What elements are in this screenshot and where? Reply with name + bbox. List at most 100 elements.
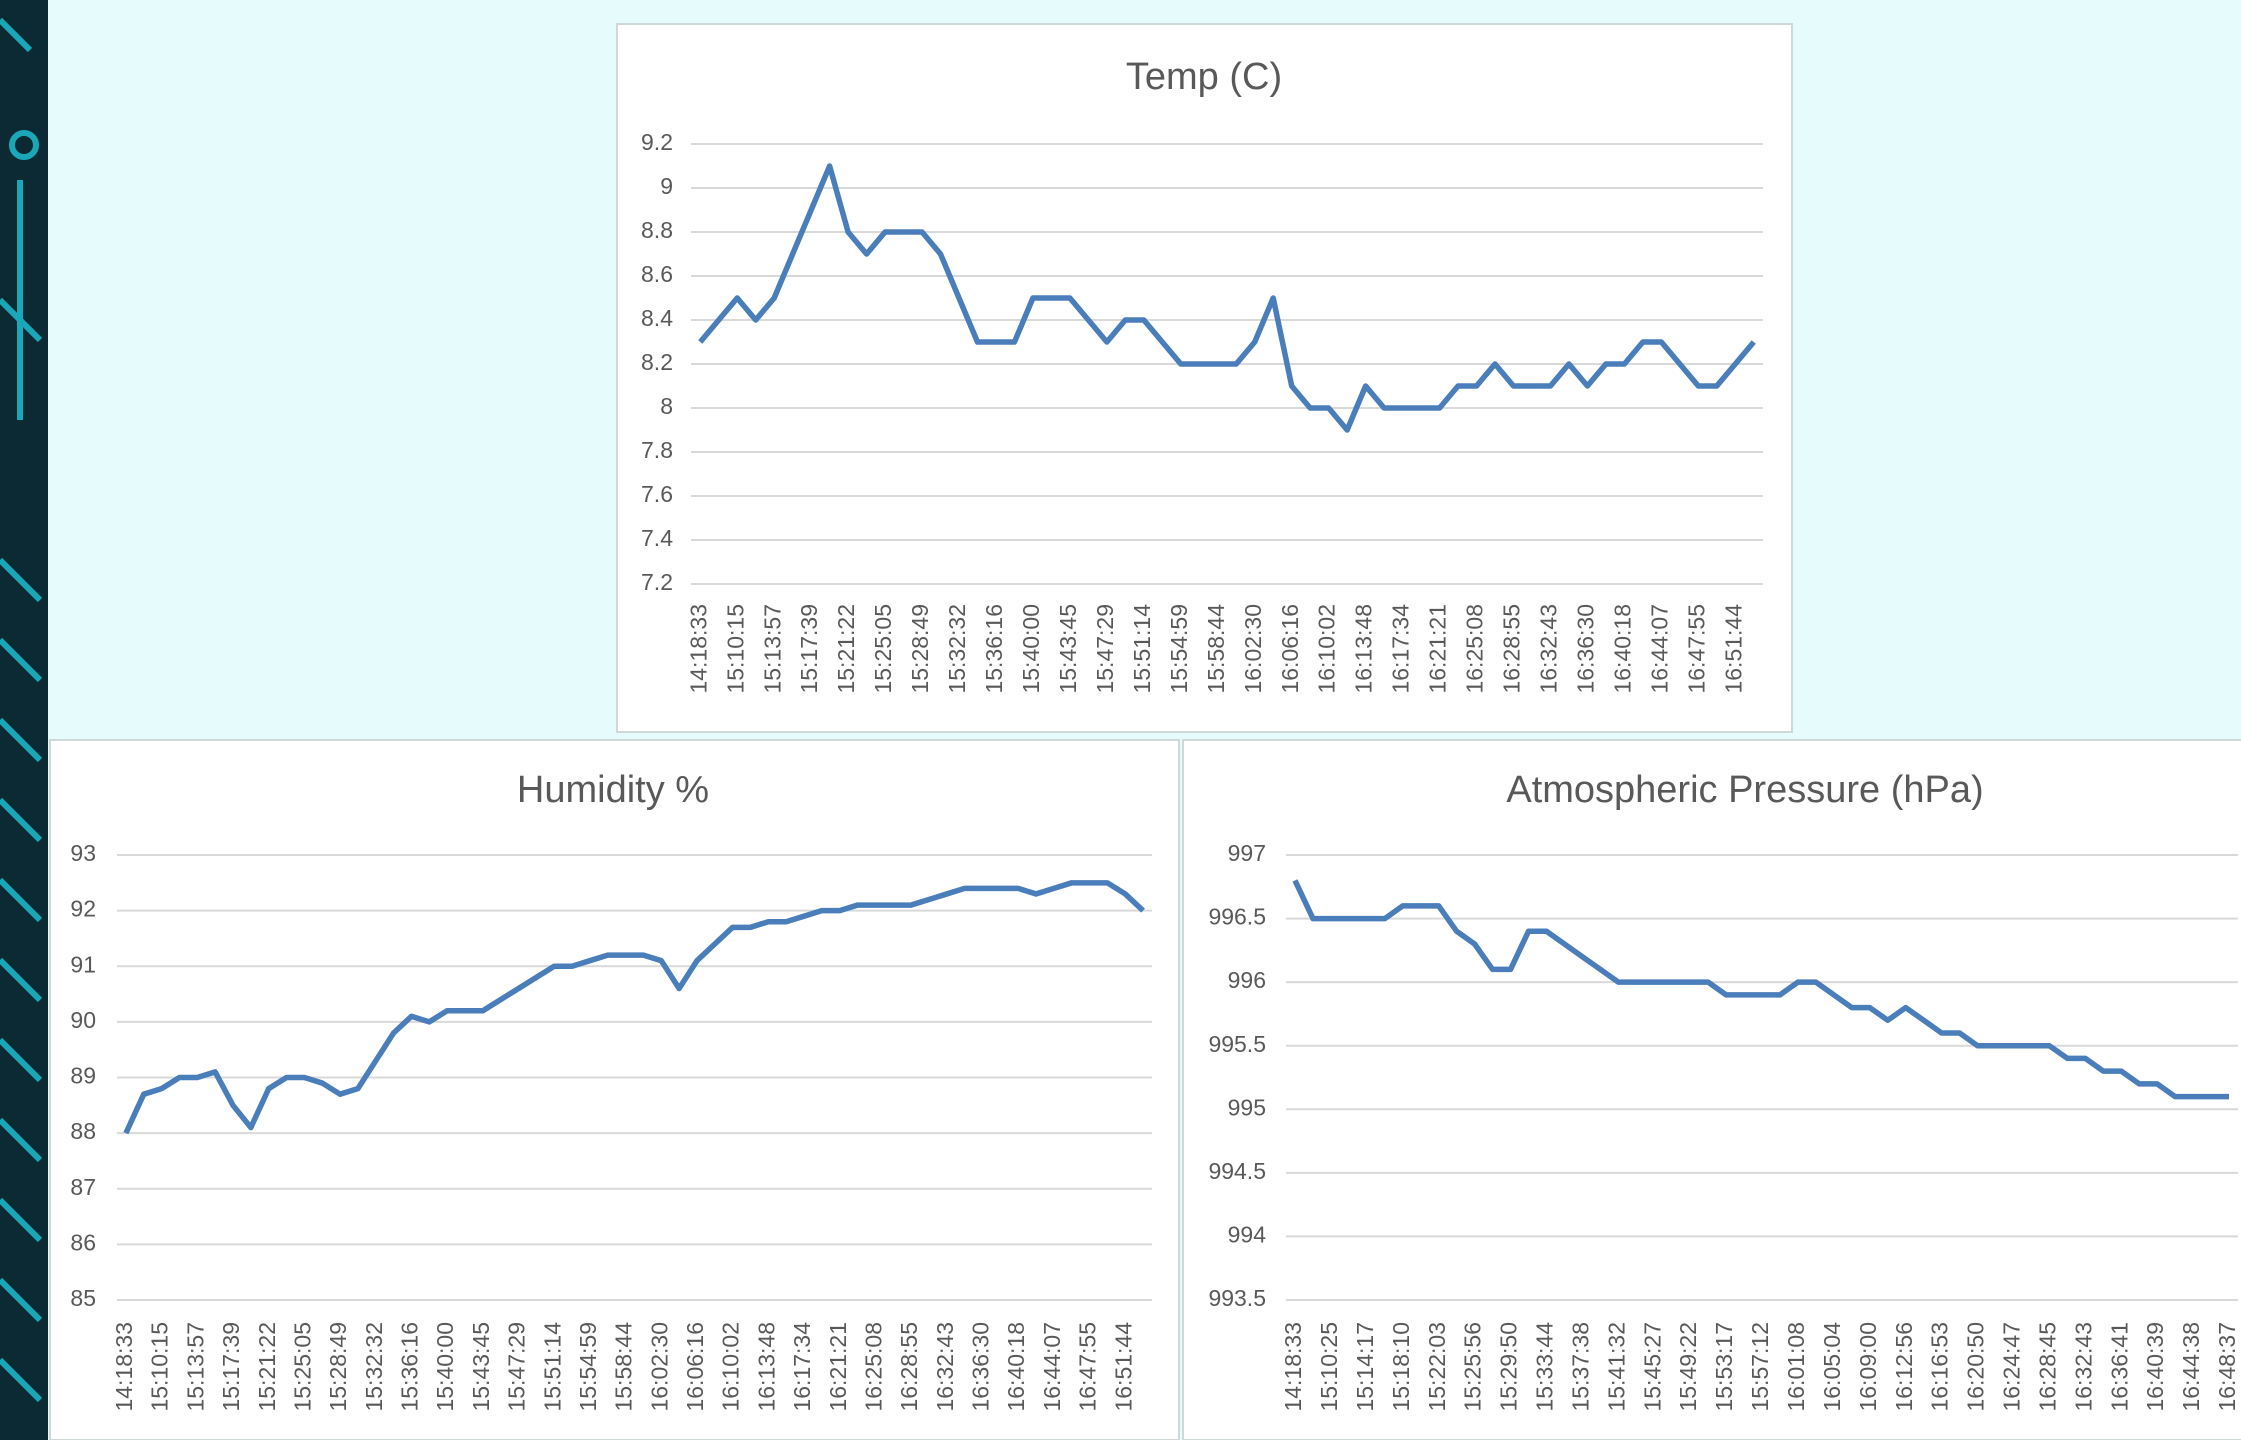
x-tick-label: 15:36:16 <box>397 1322 423 1412</box>
y-tick-label: 86 <box>70 1229 96 1255</box>
y-tick-label: 995.5 <box>1208 1031 1266 1057</box>
y-tick-label: 8.8 <box>641 217 673 243</box>
x-tick-label: 16:02:30 <box>646 1322 672 1412</box>
y-tick-label: 91 <box>70 951 96 977</box>
x-tick-label: 16:36:41 <box>2106 1322 2132 1412</box>
x-tick-label: 16:28:55 <box>1499 604 1525 694</box>
x-tick-label: 15:28:49 <box>907 604 933 694</box>
x-tick-label: 16:32:43 <box>1536 604 1562 694</box>
x-tick-label: 14:18:33 <box>1280 1322 1306 1412</box>
y-tick-label: 994.5 <box>1208 1158 1266 1184</box>
chart-title: Humidity % <box>517 769 709 811</box>
x-tick-label: 16:28:45 <box>2034 1322 2060 1412</box>
x-tick-label: 15:33:44 <box>1532 1322 1558 1412</box>
x-tick-label: 15:51:14 <box>539 1322 565 1412</box>
x-tick-label: 16:44:07 <box>1646 604 1672 694</box>
x-tick-label: 16:01:08 <box>1783 1322 1809 1412</box>
x-tick-label: 15:22:03 <box>1424 1322 1450 1412</box>
x-tick-label: 16:51:44 <box>1720 604 1746 694</box>
x-tick-label: 15:13:57 <box>759 604 785 694</box>
page: {"chart_data": [ {"type": "line", "title… <box>0 0 2241 1440</box>
x-tick-label: 15:17:39 <box>796 604 822 694</box>
x-tick-label: 15:40:00 <box>432 1322 458 1412</box>
y-tick-label: 7.8 <box>641 437 673 463</box>
x-tick-label: 16:21:21 <box>1425 604 1451 694</box>
x-tick-label: 16:28:55 <box>896 1322 922 1412</box>
x-tick-label: 16:10:02 <box>1314 604 1340 694</box>
x-tick-label: 16:02:30 <box>1240 604 1266 694</box>
x-tick-label: 14:18:33 <box>111 1322 137 1412</box>
x-tick-label: 15:21:22 <box>833 604 859 694</box>
chart: Temp (C)7.27.47.67.888.28.48.68.899.214:… <box>617 24 1792 732</box>
x-tick-label: 15:25:05 <box>870 604 896 694</box>
x-tick-label: 15:17:39 <box>218 1322 244 1412</box>
x-tick-label: 15:10:25 <box>1316 1322 1342 1412</box>
x-tick-label: 16:16:53 <box>1927 1322 1953 1412</box>
x-tick-label: 15:53:17 <box>1711 1322 1737 1412</box>
y-tick-label: 996.5 <box>1208 904 1266 930</box>
screen: Temp (C)7.27.47.67.888.28.48.68.899.214:… <box>0 0 2241 1440</box>
x-tick-label: 15:49:22 <box>1675 1322 1701 1412</box>
x-tick-label: 16:40:18 <box>1003 1322 1029 1412</box>
y-tick-label: 8.6 <box>641 261 673 287</box>
x-tick-label: 15:58:44 <box>1203 604 1229 694</box>
x-tick-label: 16:09:00 <box>1855 1322 1881 1412</box>
x-tick-label: 15:25:56 <box>1460 1322 1486 1412</box>
y-tick-label: 90 <box>70 1007 96 1033</box>
y-tick-label: 89 <box>70 1063 96 1089</box>
y-tick-label: 995 <box>1228 1094 1266 1120</box>
x-tick-label: 15:10:15 <box>722 604 748 694</box>
x-tick-label: 16:36:30 <box>968 1322 994 1412</box>
x-tick-label: 16:47:55 <box>1075 1322 1101 1412</box>
x-tick-label: 16:44:38 <box>2178 1322 2204 1412</box>
x-tick-label: 15:10:15 <box>147 1322 173 1412</box>
y-tick-label: 92 <box>70 896 96 922</box>
x-tick-label: 16:32:43 <box>2070 1322 2096 1412</box>
x-tick-label: 16:10:02 <box>718 1322 744 1412</box>
x-tick-label: 15:58:44 <box>611 1322 637 1412</box>
x-tick-label: 15:32:32 <box>361 1322 387 1412</box>
y-tick-label: 8.2 <box>641 349 673 375</box>
x-tick-label: 16:25:08 <box>860 1322 886 1412</box>
x-tick-label: 15:57:12 <box>1747 1322 1773 1412</box>
x-tick-label: 16:24:47 <box>1999 1322 2025 1412</box>
x-tick-label: 15:29:50 <box>1496 1322 1522 1412</box>
x-tick-label: 15:13:57 <box>182 1322 208 1412</box>
x-tick-label: 16:44:07 <box>1039 1322 1065 1412</box>
x-tick-label: 16:12:56 <box>1891 1322 1917 1412</box>
chart-title: Atmospheric Pressure (hPa) <box>1506 769 1983 811</box>
y-tick-label: 87 <box>70 1174 96 1200</box>
x-tick-label: 16:05:04 <box>1819 1322 1845 1412</box>
x-tick-label: 15:32:32 <box>944 604 970 694</box>
y-tick-label: 9.2 <box>641 129 673 155</box>
x-tick-label: 16:17:34 <box>1388 604 1414 694</box>
x-tick-label: 15:28:49 <box>325 1322 351 1412</box>
x-tick-label: 16:17:34 <box>789 1322 815 1412</box>
x-tick-label: 15:37:38 <box>1567 1322 1593 1412</box>
x-tick-label: 16:40:18 <box>1609 604 1635 694</box>
x-tick-label: 15:14:17 <box>1352 1322 1378 1412</box>
y-tick-label: 996 <box>1228 967 1266 993</box>
y-tick-label: 9 <box>660 173 673 199</box>
x-tick-label: 16:51:44 <box>1110 1322 1136 1412</box>
x-tick-label: 15:21:22 <box>254 1322 280 1412</box>
x-tick-label: 15:54:59 <box>1166 604 1192 694</box>
x-tick-label: 15:45:27 <box>1639 1322 1665 1412</box>
x-tick-label: 14:18:33 <box>685 604 711 694</box>
x-tick-label: 15:25:05 <box>289 1322 315 1412</box>
x-tick-label: 15:47:29 <box>1092 604 1118 694</box>
x-tick-label: 16:20:50 <box>1963 1322 1989 1412</box>
y-tick-label: 85 <box>70 1285 96 1311</box>
x-tick-label: 16:40:39 <box>2142 1322 2168 1412</box>
y-tick-label: 8 <box>660 393 673 419</box>
x-tick-label: 15:18:10 <box>1388 1322 1414 1412</box>
y-tick-label: 88 <box>70 1118 96 1144</box>
y-tick-label: 993.5 <box>1208 1285 1266 1311</box>
x-tick-label: 16:06:16 <box>1277 604 1303 694</box>
x-tick-label: 16:48:37 <box>2214 1322 2240 1412</box>
x-tick-label: 15:40:00 <box>1018 604 1044 694</box>
y-tick-label: 7.4 <box>641 525 673 551</box>
x-tick-label: 16:06:16 <box>682 1322 708 1412</box>
chart: Atmospheric Pressure (hPa)993.5994994.59… <box>1183 740 2241 1440</box>
